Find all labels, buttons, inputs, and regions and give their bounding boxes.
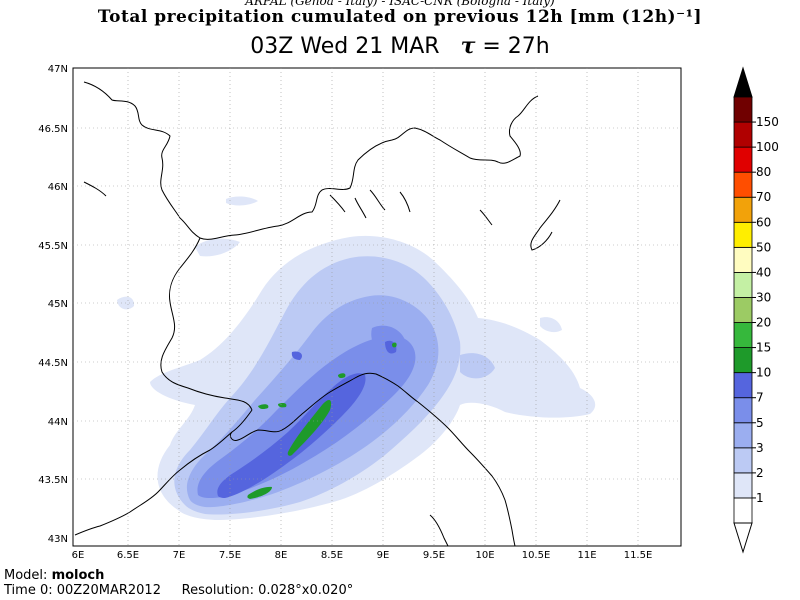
- colorbar-bottom-arrow: [733, 522, 753, 554]
- precip-area-level-5-patch: [371, 325, 405, 353]
- colorbar-top-arrow: [733, 66, 753, 98]
- precip-area-level-7-patch: [291, 340, 397, 360]
- longitude-labels: 6E 6.5E 7E 7.5E 8E 8.5E 9E 9.5E 10E 10.5…: [72, 550, 653, 561]
- lat-label-44: 44N: [48, 417, 68, 428]
- lon-label-6-5: 6.5E: [117, 550, 139, 561]
- colorbar-band: [733, 472, 753, 499]
- lat-label-46-5: 46.5N: [38, 124, 68, 135]
- footer-run-info: Time 0: 00Z20MAR2012 Resolution: 0.028°x…: [4, 583, 353, 598]
- colorbar-band: [733, 96, 753, 123]
- colorbar-band: [733, 221, 753, 248]
- resolution-value: 0.028°x0.020°: [258, 583, 354, 598]
- colorbar-band: [733, 171, 753, 198]
- colorbar-tick-label: 30: [756, 290, 771, 304]
- geography-lines: [74, 81, 561, 547]
- precip-cell-d: [278, 403, 287, 408]
- corsica-north: [429, 514, 449, 547]
- model-label: Model:: [4, 568, 48, 583]
- precip-cell-e: [338, 373, 346, 379]
- precip-area-level-2-patch: [460, 353, 495, 379]
- precip-area-level-10: [247, 342, 397, 499]
- tuscan-coast: [417, 401, 516, 547]
- colorbar-tick-label: 60: [756, 215, 771, 229]
- lon-label-11: 11E: [577, 550, 596, 561]
- header-time: 03Z Wed 21 MAR τ = 27h: [0, 33, 800, 59]
- lon-label-10: 10E: [475, 550, 494, 561]
- italy-france-border: [160, 237, 253, 411]
- precip-cell-c: [258, 404, 269, 410]
- header-title: Total precipitation cumulated on previou…: [97, 7, 703, 27]
- lon-label-10-5: 10.5E: [522, 550, 551, 561]
- colorbar-tick-label: 20: [756, 316, 771, 330]
- lon-label-7: 7E: [173, 550, 186, 561]
- time-label: 03Z Wed 21 MAR: [250, 34, 440, 59]
- graticule: [73, 68, 681, 546]
- colorbar-tick-label: 70: [756, 190, 771, 204]
- lon-label-8: 8E: [275, 550, 288, 561]
- tau-value: = 27h: [482, 34, 550, 59]
- colorbar-band: [733, 397, 753, 424]
- colorbar-band: [733, 121, 753, 148]
- colorbar-tick-label: 2: [756, 466, 764, 480]
- time0-label: Time 0:: [4, 583, 53, 598]
- colorbar-tick-label: 50: [756, 240, 771, 254]
- lon-label-7-5: 7.5E: [219, 550, 241, 561]
- precip-cell-f: [392, 342, 397, 348]
- latitude-labels: 47N 46.5N 46N 45.5N 45N 44.5N 44N 43.5N …: [38, 64, 68, 545]
- lat-label-46: 46N: [48, 182, 68, 193]
- lat-label-45: 45N: [48, 299, 68, 310]
- colorbar-tick-label: 150: [756, 115, 779, 129]
- tau-symbol: τ: [460, 33, 476, 59]
- lon-label-9-5: 9.5E: [423, 550, 445, 561]
- precip-cell-a: [287, 399, 332, 456]
- precip-cell-b: [247, 486, 272, 499]
- french-riviera-coast: [74, 431, 233, 536]
- lon-label-11-5: 11.5E: [624, 550, 653, 561]
- colorbar-tick-label: 40: [756, 265, 771, 279]
- colorbar-band: [733, 297, 753, 323]
- colorbar-band: [733, 246, 753, 273]
- time0-value: 00Z20MAR2012: [56, 583, 161, 598]
- colorbar-tick-label: 80: [756, 165, 771, 179]
- footer-model: Model: moloch: [4, 568, 104, 583]
- colorbar: 1 2 3 5 7 10 15 20 30 40 50 60 70 80 100 150: [733, 66, 779, 554]
- colorbar-tick-label: 10: [756, 366, 771, 380]
- colorbar-band: [733, 447, 753, 474]
- colorbar-band: [733, 272, 753, 298]
- colorbar-tick-label: 100: [756, 140, 779, 154]
- colorbar-band: [733, 146, 753, 173]
- switzerland-border: [83, 81, 539, 240]
- model-value: moloch: [51, 568, 105, 583]
- colorbar-bands: [733, 96, 753, 524]
- precip-area-level-1-patch: [117, 196, 562, 368]
- colorbar-tick-label: 3: [756, 441, 764, 455]
- ligurian-coast: [229, 372, 419, 441]
- lon-label-6: 6E: [72, 550, 85, 561]
- colorbar-band: [733, 497, 753, 524]
- colorbar-tick-label: 15: [756, 341, 771, 355]
- lat-label-44-5: 44.5N: [38, 358, 68, 369]
- lat-label-43-5: 43.5N: [38, 475, 68, 486]
- colorbar-tick-label: 5: [756, 416, 764, 430]
- lon-label-8-5: 8.5E: [321, 550, 343, 561]
- colorbar-band: [733, 196, 753, 223]
- colorbar-band: [733, 347, 753, 374]
- header-subtitle: ARPAL (Genoa - Italy) - ISAC-CNR (Bologn…: [245, 0, 555, 8]
- colorbar-band: [733, 322, 753, 348]
- colorbar-tick-label: 7: [756, 391, 764, 405]
- colorbar-band: [733, 422, 753, 449]
- lake-geneva: [83, 181, 107, 197]
- precip-fields: [117, 196, 596, 520]
- lon-label-9: 9E: [377, 550, 390, 561]
- lat-label-43: 43N: [48, 534, 68, 545]
- colorbar-band: [733, 372, 753, 399]
- lat-label-45-5: 45.5N: [38, 241, 68, 252]
- colorbar-labels: 1 2 3 5 7 10 15 20 30 40 50 60 70 80 100 150: [752, 115, 779, 505]
- resolution-label: Resolution:: [181, 583, 254, 598]
- eastern-coastline: [530, 199, 561, 251]
- lat-label-47: 47N: [48, 64, 68, 75]
- colorbar-tick-label: 1: [756, 491, 764, 505]
- alpine-lakes: [329, 189, 493, 226]
